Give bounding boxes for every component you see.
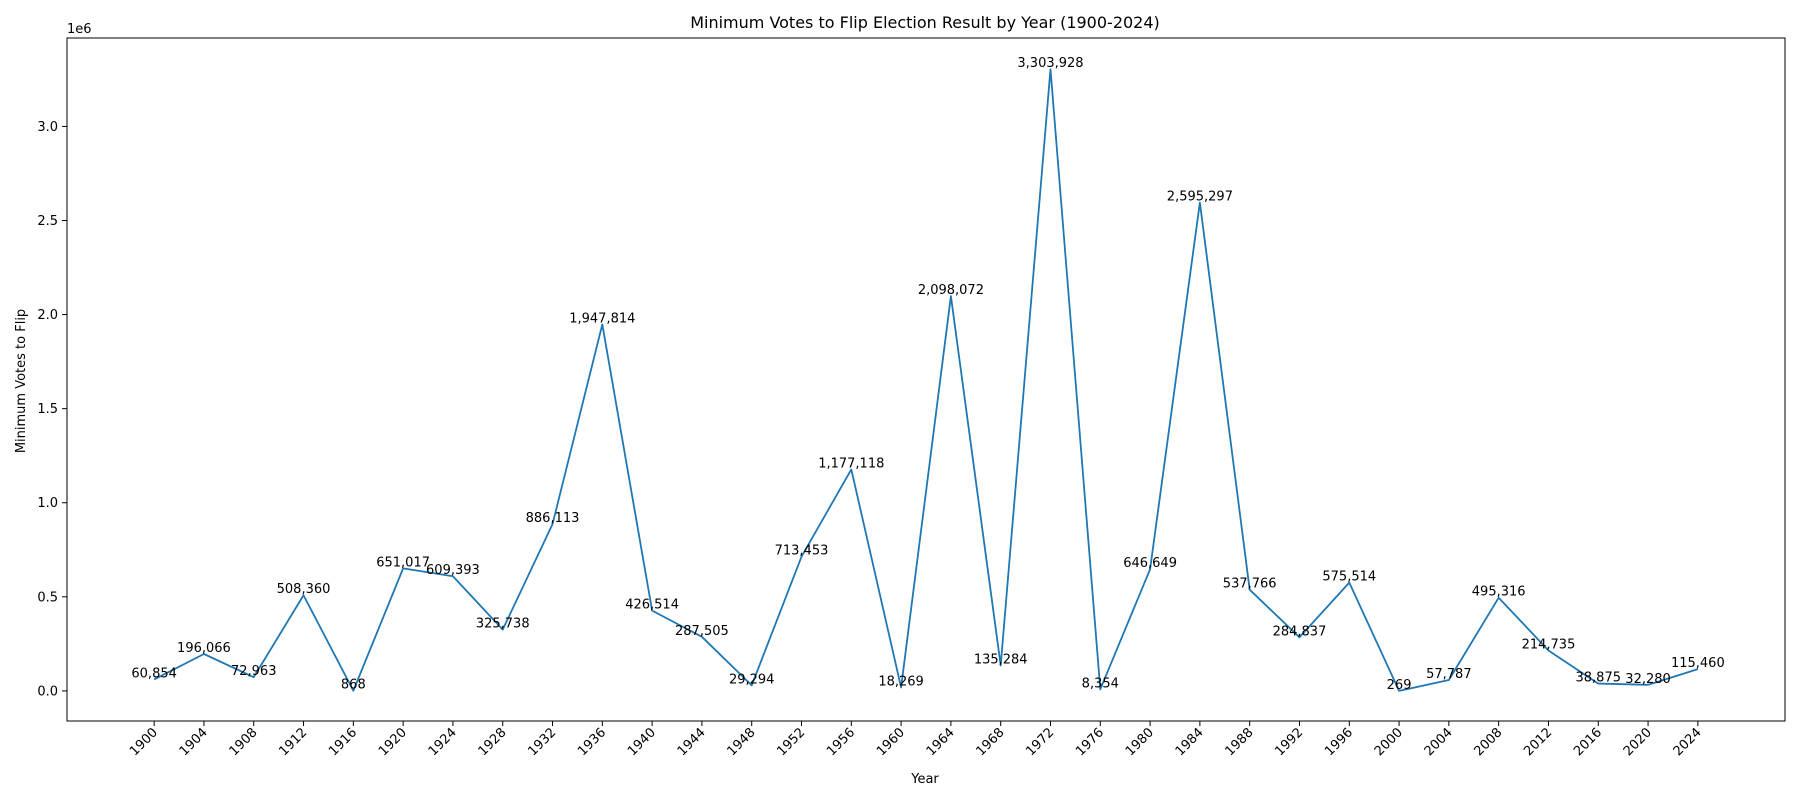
data-label: 135,284	[974, 652, 1028, 667]
data-label: 868	[341, 678, 366, 693]
x-tick-label: 1976	[1073, 725, 1107, 759]
y-tick-label: 2.5	[37, 214, 58, 229]
data-label: 651,017	[376, 555, 430, 570]
data-label: 886,113	[526, 511, 580, 526]
data-label: 57,787	[1426, 667, 1472, 682]
x-tick-label: 2020	[1621, 725, 1655, 759]
data-label: 1,177,118	[818, 456, 884, 471]
plot-area: 0.0 0.5 1.0 1.5 2.0 2.5 3.0 1900 1904 1908 1912 191…	[37, 37, 1786, 759]
x-tick-label: 1904	[177, 725, 211, 759]
x-tick-label: 1984	[1173, 725, 1207, 759]
x-tick-label: 1996	[1322, 725, 1356, 759]
x-tick-label: 1992	[1272, 725, 1306, 759]
data-label: 214,735	[1522, 637, 1576, 652]
data-label: 2,595,297	[1167, 190, 1233, 205]
series-line	[153, 68, 1699, 692]
x-tick-label: 1944	[675, 725, 709, 759]
x-axis-label: Year	[910, 772, 939, 787]
x-tick-label: 1956	[824, 725, 858, 759]
data-label: 60,854	[131, 666, 177, 681]
data-label: 32,280	[1625, 672, 1671, 687]
data-label: 609,393	[426, 563, 480, 578]
y-tick-label: 1.0	[37, 496, 58, 511]
x-tick-label: 2024	[1671, 725, 1705, 759]
y-tick-label: 3.0	[37, 120, 58, 135]
data-label: 196,066	[177, 641, 231, 656]
data-label: 72,963	[231, 664, 277, 679]
x-tick-label: 1960	[874, 725, 908, 759]
x-tick-label: 1968	[974, 725, 1008, 759]
data-label: 8,354	[1082, 676, 1119, 691]
x-tick-label: 1940	[625, 725, 659, 759]
x-tick-label: 1964	[924, 725, 958, 759]
x-tick-label: 1932	[525, 725, 559, 759]
data-label: 575,514	[1322, 570, 1376, 585]
x-tick-label: 1952	[774, 725, 808, 759]
x-tick-label: 1948	[725, 725, 759, 759]
x-tick-label: 1916	[326, 725, 360, 759]
data-label: 426,514	[625, 598, 679, 613]
data-label: 713,453	[775, 544, 829, 559]
x-tick-label: 2004	[1422, 725, 1456, 759]
x-tick-label: 1924	[426, 725, 460, 759]
data-label: 3,303,928	[1017, 56, 1083, 71]
data-label: 508,360	[277, 582, 331, 597]
y-tick-label: 1.5	[37, 402, 58, 417]
x-tick-label: 1928	[476, 725, 510, 759]
data-label: 646,649	[1123, 556, 1177, 571]
y-axis-offset-label: 1e6	[67, 22, 92, 37]
data-label: 325,738	[476, 617, 530, 632]
data-label: 1,947,814	[569, 311, 635, 326]
x-tick-label: 2016	[1571, 725, 1605, 759]
data-label: 284,837	[1273, 624, 1327, 639]
data-label: 537,766	[1223, 577, 1277, 592]
x-tick-label: 1972	[1023, 725, 1057, 759]
data-label: 18,269	[878, 674, 924, 689]
data-label: 287,505	[675, 624, 729, 639]
x-tick-label: 1980	[1123, 725, 1157, 759]
x-tick-label: 1912	[276, 725, 310, 759]
data-label: 269	[1387, 678, 1412, 693]
x-tick-label: 1936	[575, 725, 609, 759]
data-label: 115,460	[1671, 656, 1725, 671]
x-tick-label: 1920	[376, 725, 410, 759]
x-tick-label: 1908	[227, 725, 261, 759]
chart-title: Minimum Votes to Flip Election Result by…	[690, 13, 1160, 32]
x-tick-label: 2008	[1471, 725, 1505, 759]
data-label: 495,316	[1472, 585, 1526, 600]
y-axis-label: Minimum Votes to Flip	[14, 309, 29, 453]
y-tick-label: 2.0	[37, 308, 58, 323]
plot-frame	[66, 37, 1786, 722]
x-tick-label: 2012	[1521, 725, 1555, 759]
x-tick-label: 2000	[1372, 725, 1406, 759]
x-tick-label: 1988	[1223, 725, 1257, 759]
data-label: 2,098,072	[918, 283, 984, 298]
y-tick-label: 0.5	[37, 590, 58, 605]
x-tick-label: 1900	[127, 725, 161, 759]
data-label: 29,294	[729, 672, 775, 687]
data-label: 38,875	[1576, 671, 1622, 686]
y-tick-label: 0.0	[37, 684, 58, 699]
